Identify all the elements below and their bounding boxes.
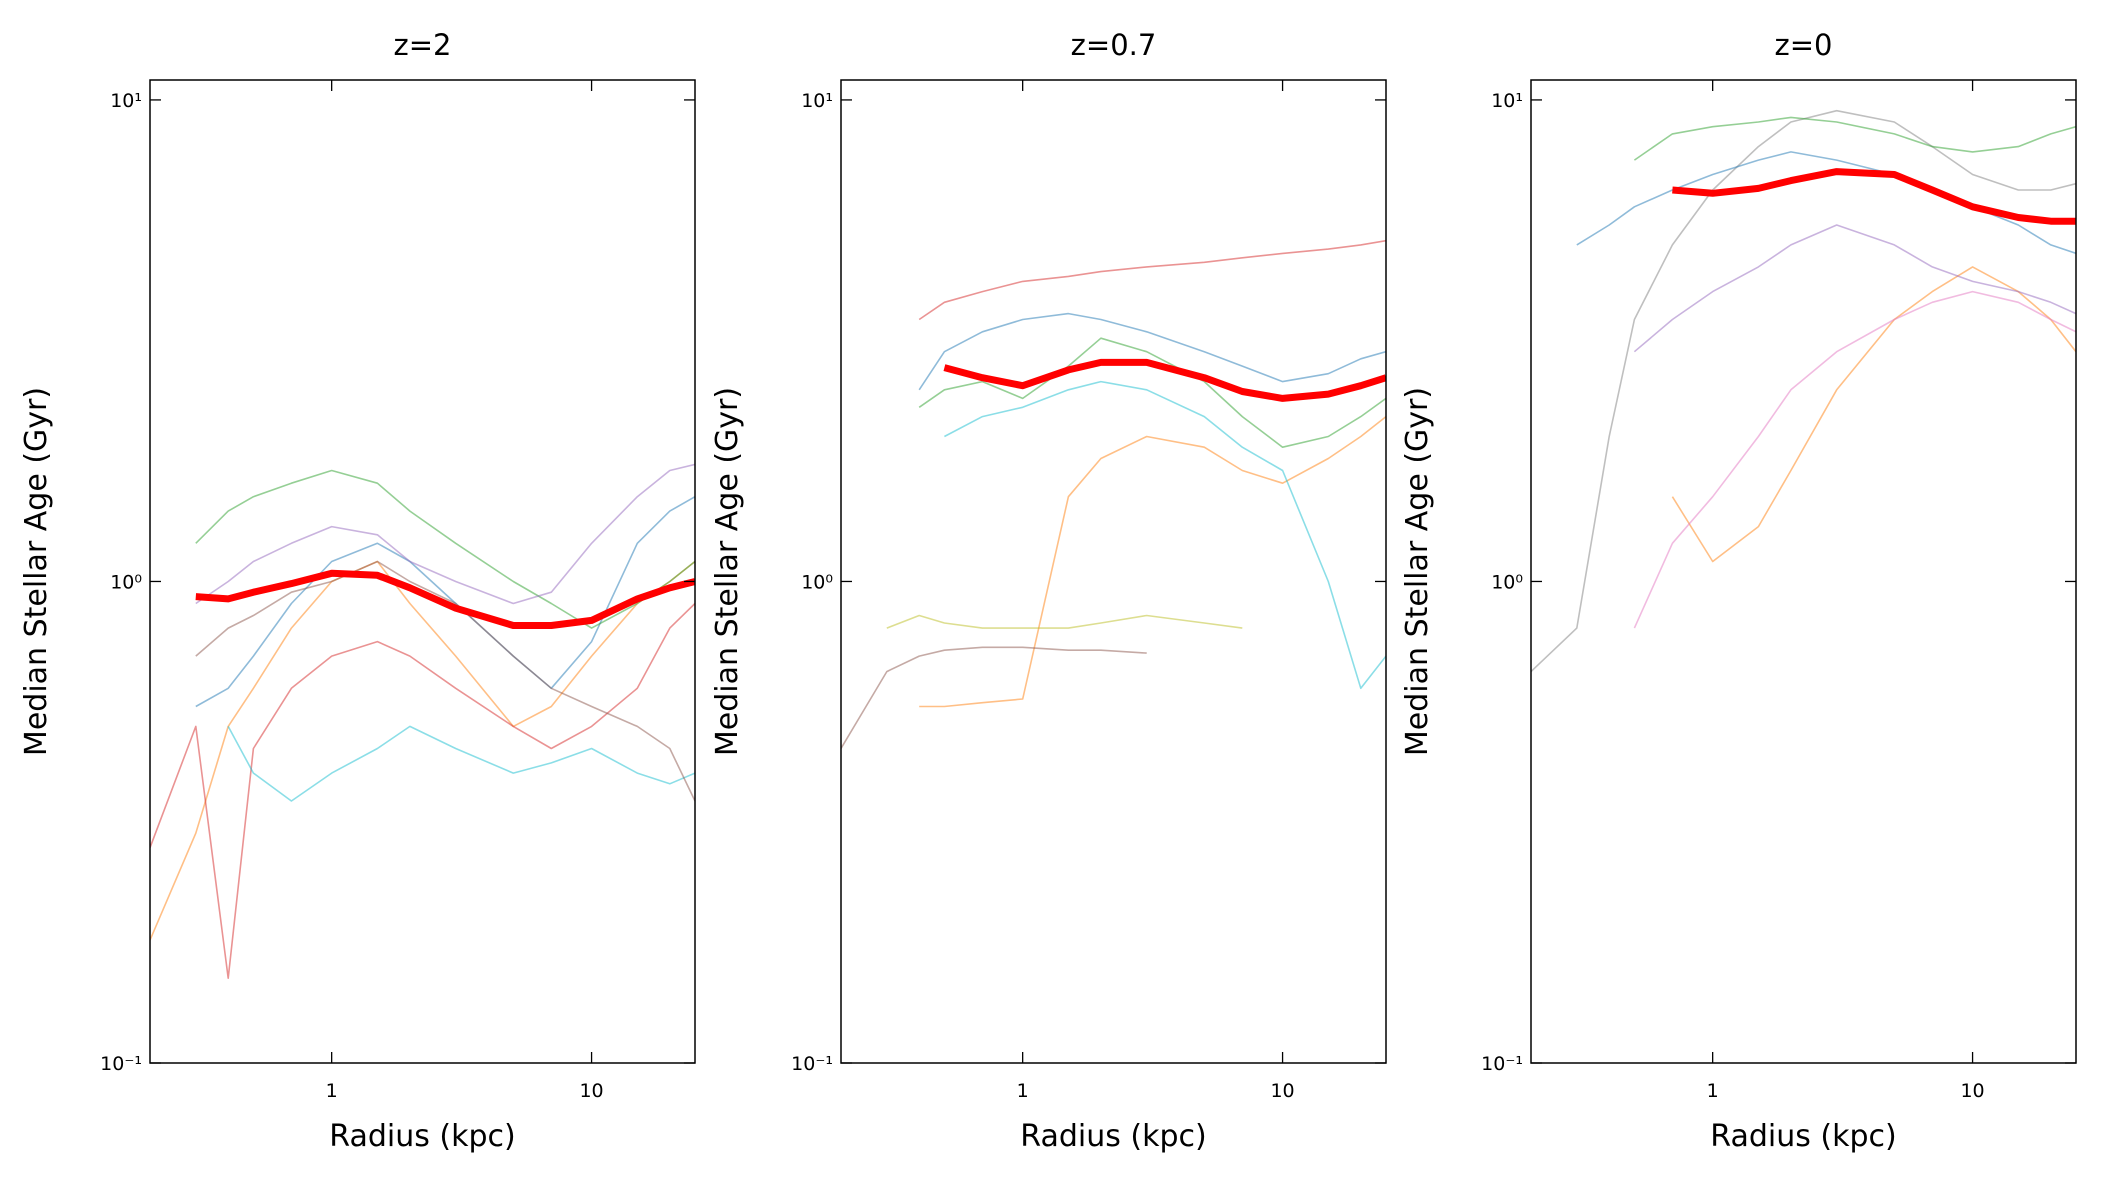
panel: 1 10 10⁻¹ 10⁰ 10¹ z=0 Radius (kpc) Median Stell…	[1400, 28, 2077, 1154]
series-line	[1633, 290, 2076, 629]
lines	[1531, 109, 2076, 673]
series-line	[841, 646, 1147, 749]
series-line	[1671, 266, 2076, 563]
y-tick-label: 10¹	[110, 90, 142, 112]
x-axis-label: Radius (kpc)	[329, 1119, 515, 1154]
series-line	[919, 415, 1386, 708]
chart-title: z=0.7	[1071, 28, 1157, 62]
x-tick-label: 10	[1960, 1080, 1984, 1102]
y-tick-label: 10⁰	[110, 571, 142, 593]
series-line	[943, 358, 1386, 402]
series-line	[195, 496, 695, 708]
y-tick-label: 10⁰	[1491, 571, 1523, 593]
panel: 1 10 10⁻¹ 10⁰ 10¹ z=2 Radius (kpc) Median Stell…	[19, 28, 696, 1154]
y-axis-label: Median Stellar Age (Gyr)	[19, 387, 54, 756]
y-tick-label: 10⁻¹	[100, 1053, 142, 1075]
x-tick-label: 1	[1017, 1080, 1029, 1102]
series-line	[918, 312, 1386, 391]
x-axis-label: Radius (kpc)	[1710, 1119, 1896, 1154]
series-line	[1531, 109, 2076, 673]
y-tick-label: 10¹	[801, 90, 833, 112]
y-axis-label: Median Stellar Age (Gyr)	[1400, 387, 1435, 756]
y-tick-label: 10⁻¹	[791, 1053, 833, 1075]
series-line	[195, 463, 695, 605]
chart-title: z=2	[394, 28, 452, 62]
series-line	[1633, 224, 2076, 353]
y-axis-label: Median Stellar Age (Gyr)	[710, 387, 745, 756]
x-tick-label: 1	[1707, 1080, 1719, 1102]
series-line	[195, 569, 695, 629]
panel: 1 10 10⁻¹ 10⁰ 10¹ z=0.7 Radius (kpc) Median Ste…	[710, 28, 1387, 1154]
series-line	[227, 725, 695, 802]
x-tick-label: 1	[326, 1080, 338, 1102]
series-line	[944, 380, 1386, 690]
y-tick-label: 10⁻¹	[1481, 1053, 1523, 1075]
lines	[150, 463, 695, 979]
series-line	[918, 239, 1386, 321]
axes-frame	[840, 79, 1387, 1064]
x-axis-label: Radius (kpc)	[1020, 1119, 1206, 1154]
series-line	[1576, 151, 2076, 255]
chart-title: z=0	[1775, 28, 1833, 62]
y-tick-label: 10⁰	[801, 571, 833, 593]
series-line	[1633, 116, 2076, 161]
series-line	[886, 614, 1243, 629]
y-tick-label: 10¹	[1491, 90, 1523, 112]
series-line	[918, 337, 1386, 448]
x-tick-label: 10	[1270, 1080, 1294, 1102]
axes-frame	[149, 79, 696, 1064]
series-line	[150, 560, 695, 941]
axes-frame	[1530, 79, 2077, 1064]
series-line	[150, 602, 695, 979]
series-line	[195, 560, 695, 802]
series-line	[1672, 168, 2076, 225]
x-tick-label: 10	[579, 1080, 603, 1102]
lines	[841, 239, 1386, 749]
series-line	[195, 469, 695, 629]
